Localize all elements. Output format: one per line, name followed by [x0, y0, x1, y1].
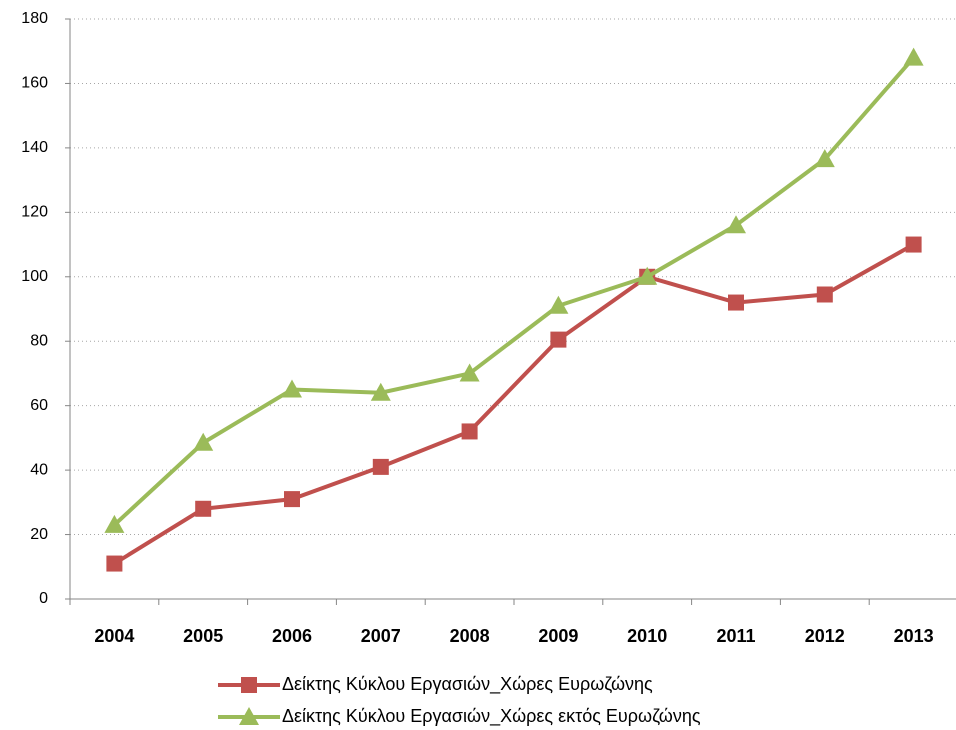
marker — [548, 295, 569, 314]
marker — [459, 363, 480, 382]
marker — [728, 294, 744, 311]
marker — [282, 379, 302, 398]
y-tick-label: 180 — [21, 10, 48, 27]
x-tick-label: 2006 — [272, 626, 312, 646]
series-line — [113, 56, 916, 527]
y-tick-label: 60 — [30, 397, 48, 414]
y-tick-label: 120 — [21, 204, 48, 221]
x-tick-label: 2009 — [538, 626, 578, 646]
legend-label: Δείκτης Κύκλου Εργασιών_Χώρες Ευρωζώνης — [282, 674, 653, 695]
x-tick-label: 2012 — [805, 626, 845, 646]
y-tick-label: 0 — [39, 590, 48, 607]
x-tick-label: 2013 — [894, 626, 934, 646]
marker — [637, 266, 658, 285]
legend-label: Δείκτης Κύκλου Εργασιών_Χώρες εκτός Ευρω… — [282, 706, 701, 727]
y-tick-label: 140 — [21, 139, 48, 156]
y-tick-label: 100 — [21, 268, 48, 285]
x-tick-label: 2008 — [450, 626, 490, 646]
marker — [372, 458, 389, 475]
y-tick-label: 160 — [21, 75, 48, 92]
marker — [195, 500, 212, 517]
marker — [726, 215, 746, 234]
x-tick-label: 2011 — [716, 626, 755, 646]
x-tick-label: 2005 — [183, 626, 223, 646]
x-tick-label: 2004 — [94, 626, 134, 646]
marker — [905, 236, 922, 253]
marker — [241, 677, 257, 693]
marker — [193, 432, 214, 451]
y-tick-label: 20 — [30, 526, 48, 543]
marker — [239, 707, 259, 725]
marker — [461, 423, 478, 440]
marker — [370, 382, 391, 401]
series-line — [113, 242, 915, 566]
x-tick-label: 2010 — [627, 626, 667, 646]
marker — [903, 47, 924, 66]
marker — [816, 286, 833, 303]
x-tick-label: 2007 — [361, 626, 401, 646]
marker — [550, 331, 567, 348]
marker — [106, 555, 123, 572]
y-tick-label: 40 — [30, 461, 48, 478]
marker — [104, 514, 125, 533]
y-tick-label: 80 — [30, 332, 48, 349]
marker — [814, 149, 835, 168]
marker — [284, 491, 300, 508]
